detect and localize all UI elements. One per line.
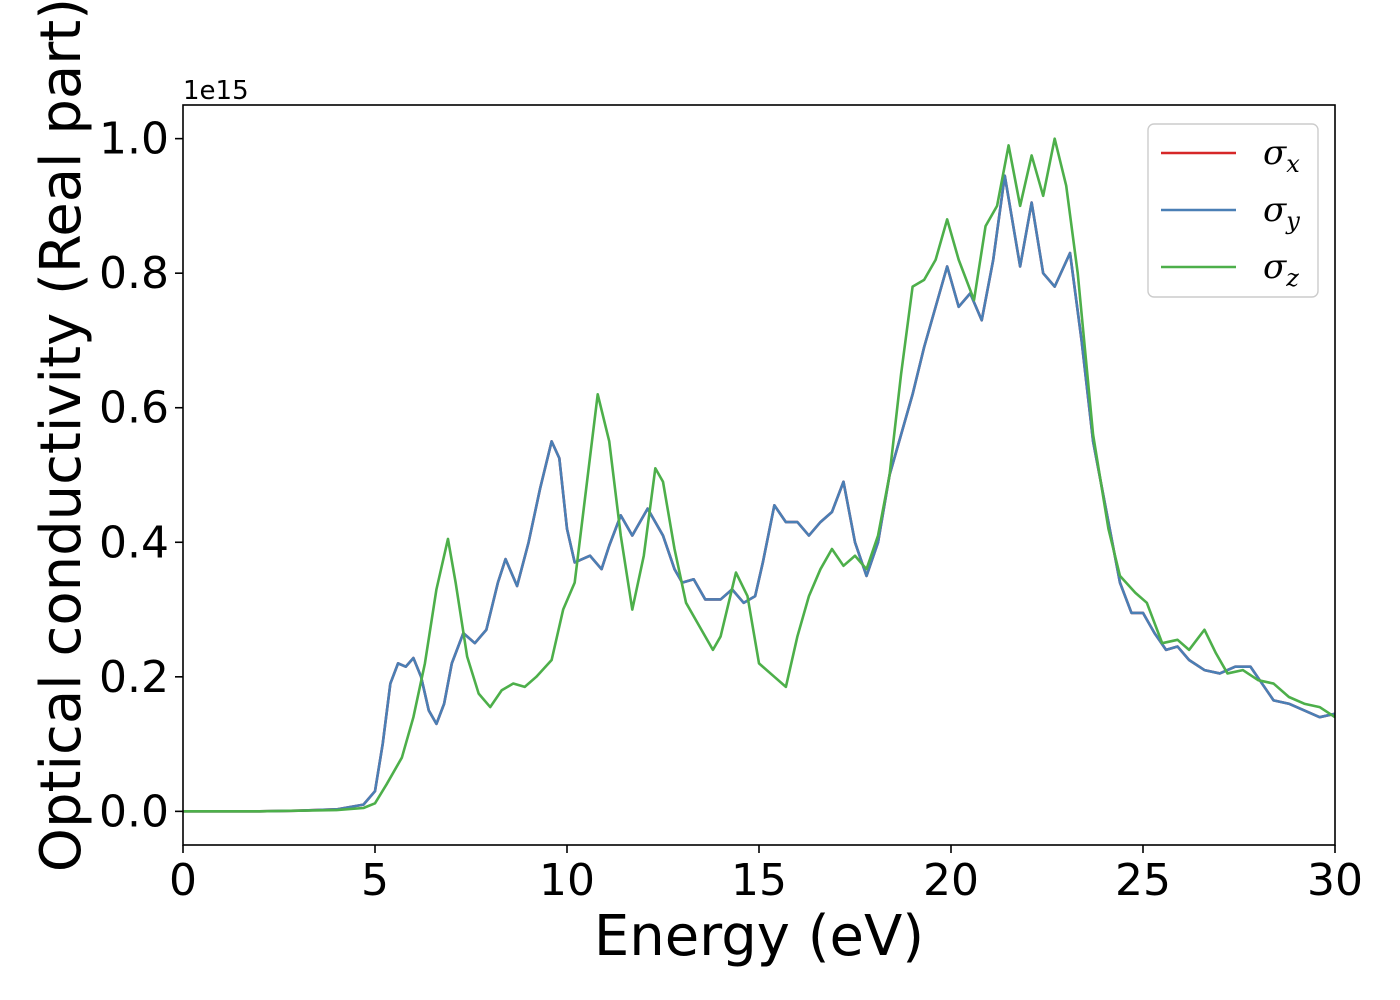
series-line-sigma_y — [183, 174, 1335, 813]
plot-area — [183, 137, 1335, 813]
x-tick-label: 10 — [539, 855, 595, 906]
y-axis-ticks: 0.0 0.2 0.4 0.6 0.8 1.0 — [99, 114, 183, 837]
x-tick-label: 30 — [1307, 855, 1363, 906]
x-axis-ticks: 0 5 10 15 20 25 30 — [169, 845, 1363, 906]
legend-label-sigma_y: σy — [1263, 190, 1300, 235]
x-tick-label: 25 — [1115, 855, 1171, 906]
x-axis-title: Energy (eV) — [594, 904, 924, 969]
x-tick-label: 0 — [169, 855, 197, 906]
legend-label-sigma_z: σz — [1263, 247, 1299, 292]
y-tick-label: 0.4 — [99, 517, 169, 568]
legend-label-sigma_x: σx — [1263, 133, 1300, 178]
y-tick-label: 0.0 — [99, 786, 169, 837]
series-line-sigma_z — [183, 137, 1335, 813]
x-tick-label: 15 — [731, 855, 787, 906]
x-tick-label: 20 — [923, 855, 979, 906]
y-tick-label: 1.0 — [99, 114, 169, 165]
y-axis-offset-label: 1e15 — [183, 76, 249, 106]
y-tick-label: 0.8 — [99, 248, 169, 299]
x-tick-label: 5 — [361, 855, 389, 906]
y-axis-title: Optical conductivity (Real part) — [29, 0, 94, 872]
y-tick-label: 0.2 — [99, 652, 169, 703]
legend: σx σy σz — [1147, 123, 1319, 298]
y-tick-label: 0.6 — [99, 383, 169, 434]
